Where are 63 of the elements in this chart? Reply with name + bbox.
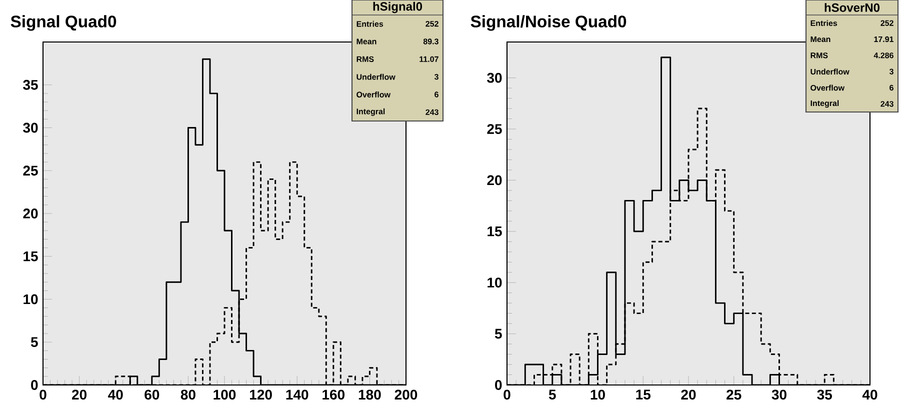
text: 252 xyxy=(426,21,438,27)
annotation: Overflow xyxy=(356,92,391,98)
chart-title: Signal/Noise Quad0 xyxy=(470,15,626,31)
y-tick-label: 20 xyxy=(487,175,502,186)
y-tick-label: 10 xyxy=(24,294,38,304)
x-tick-label: 40 xyxy=(108,390,123,400)
text: 243 xyxy=(880,101,894,107)
x-tick-label: 200 xyxy=(394,390,418,400)
annotation: Underflow xyxy=(356,74,396,80)
x-tick-label: 0 xyxy=(504,390,510,400)
annotation: Mean xyxy=(810,36,830,42)
y-tick-label: 30 xyxy=(23,122,38,133)
x-tick-label: 100 xyxy=(214,390,236,400)
x-tick-label: 20 xyxy=(681,390,696,400)
text: 3 xyxy=(889,68,894,74)
x-tick-label: 60 xyxy=(144,390,160,400)
annotation: Mean xyxy=(356,38,376,44)
x-tick-label: 35 xyxy=(817,390,832,400)
y-tick-label: 30 xyxy=(487,72,502,83)
text: hSignal0 xyxy=(373,2,422,14)
text: 17.91 xyxy=(874,36,894,42)
y-tick-label: 15 xyxy=(488,226,502,236)
y-tick-label: 35 xyxy=(23,80,38,90)
x-tick-label: 25 xyxy=(726,390,742,400)
annotation: RMS xyxy=(356,56,374,62)
chart-title: Signal Quad0 xyxy=(10,15,116,31)
text: Entries xyxy=(810,20,838,26)
y-tick-label: 20 xyxy=(23,208,38,218)
y-tick-label: 5 xyxy=(30,337,38,348)
y-tick-label: 0 xyxy=(495,380,502,390)
annotation: Overflow xyxy=(810,84,845,91)
x-tick-label: 40 xyxy=(862,390,878,400)
x-tick-label: 15 xyxy=(636,390,650,400)
x-tick-label: 180 xyxy=(358,390,381,400)
x-tick-label: 5 xyxy=(548,390,556,400)
x-tick-label: 80 xyxy=(180,390,196,400)
text: 89.3 xyxy=(423,38,438,44)
x-tick-label: 10 xyxy=(590,390,605,400)
annotation: Underflow xyxy=(810,68,850,75)
annotation: RMS xyxy=(810,52,828,58)
x-tick-label: 0 xyxy=(40,390,46,400)
text: Entries xyxy=(356,20,384,27)
annotation: Integral xyxy=(810,100,839,108)
x-tick-label: 30 xyxy=(772,390,786,400)
y-tick-label: 5 xyxy=(494,328,502,339)
y-tick-label: 25 xyxy=(487,124,502,134)
x-tick-label: 160 xyxy=(322,390,345,400)
y-tick-label: 25 xyxy=(23,166,38,176)
text: 11.07 xyxy=(420,56,438,62)
text: 6 xyxy=(434,92,438,98)
y-tick-label: 15 xyxy=(24,251,38,262)
text: 4.286 xyxy=(874,52,894,58)
x-tick-label: 120 xyxy=(250,390,272,400)
x-tick-label: 20 xyxy=(72,390,87,400)
annotation: Integral xyxy=(356,108,385,116)
text: hSoverN0 xyxy=(824,3,880,12)
y-tick-label: 0 xyxy=(31,380,38,390)
text: 243 xyxy=(426,109,438,115)
text: 3 xyxy=(434,74,438,80)
text: 6 xyxy=(890,84,894,91)
x-tick-label: 140 xyxy=(286,390,308,400)
y-tick-label: 10 xyxy=(488,278,502,288)
text: 252 xyxy=(880,20,894,26)
